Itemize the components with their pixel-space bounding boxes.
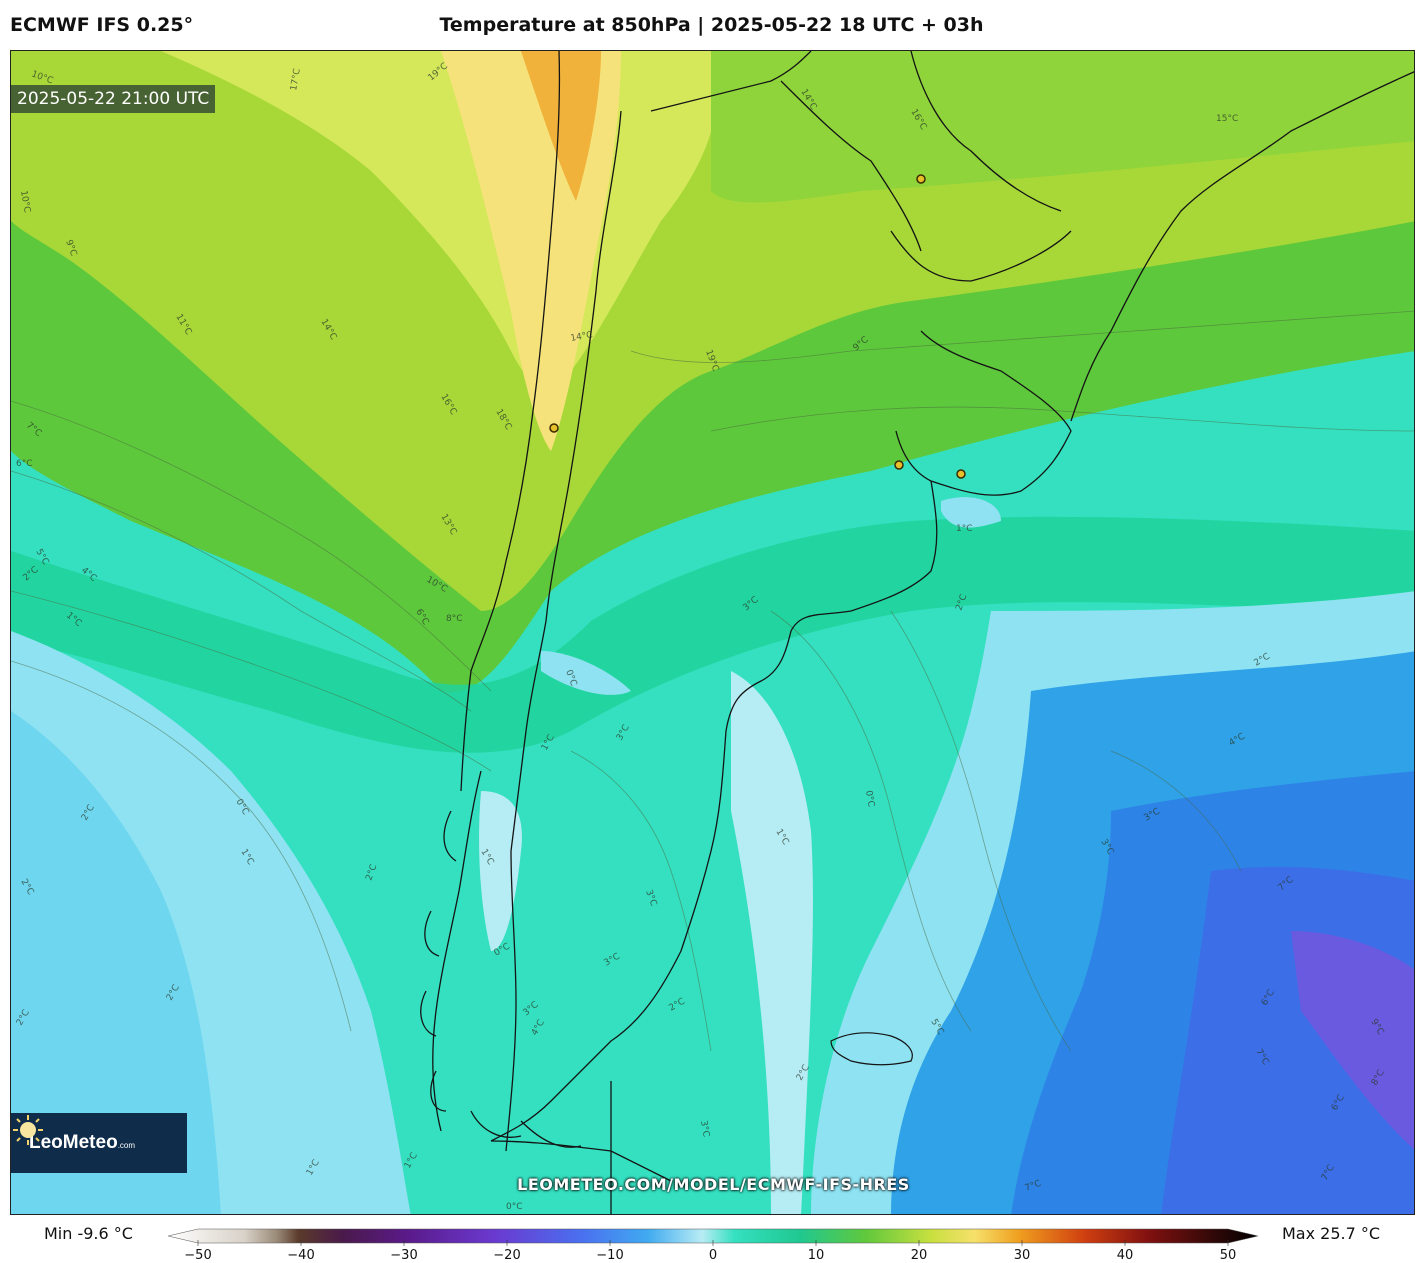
sun-icon	[13, 1115, 43, 1145]
colorbar-tick-label: −50	[184, 1248, 212, 1263]
colorbar-tick-label: −40	[287, 1248, 315, 1263]
valid-time-badge: 2025-05-22 21:00 UTC	[11, 85, 216, 113]
colorbar-tick-label: 10	[807, 1248, 825, 1263]
legend-max: Max 25.7 °C	[1282, 1224, 1381, 1243]
colorbar	[168, 1228, 1258, 1246]
leometeo-logo[interactable]: LeoMeteo.com	[11, 1113, 187, 1173]
colorbar-tick-label: 20	[910, 1248, 928, 1263]
chart-title: Temperature at 850hPa | 2025-05-22 18 UT…	[439, 14, 984, 36]
model-name: ECMWF IFS 0.25°	[10, 14, 194, 36]
svg-text:17°C: 17°C	[289, 68, 303, 92]
svg-text:6°C: 6°C	[16, 459, 33, 469]
svg-text:8°C: 8°C	[446, 614, 463, 624]
colorbar-tick-label: −30	[390, 1248, 418, 1263]
colorbar-tick-label: 0	[708, 1248, 718, 1263]
colorbar-tick-label: −10	[596, 1248, 624, 1263]
svg-text:0°C: 0°C	[506, 1202, 523, 1212]
city-markers	[549, 174, 966, 479]
svg-text:0°C: 0°C	[863, 790, 876, 808]
logo-text: LeoMeteo.com	[29, 1132, 136, 1153]
colorbar-tick-label: 50	[1219, 1248, 1237, 1263]
legend-min: Min -9.6 °C	[44, 1224, 133, 1243]
temperature-map[interactable]: 10°C 17°C 19°C 14°C 16°C 14°C 16°C 15°C …	[10, 50, 1415, 1215]
svg-text:15°C: 15°C	[1216, 114, 1238, 124]
svg-text:14°C: 14°C	[570, 330, 594, 344]
svg-text:1°C: 1°C	[956, 524, 973, 534]
map-canvas: 10°C 17°C 19°C 14°C 16°C 14°C 16°C 15°C …	[11, 51, 1414, 1214]
svg-text:3°C: 3°C	[698, 1120, 711, 1138]
colorbar-tick-label: −20	[493, 1248, 521, 1263]
svg-text:10°C: 10°C	[18, 190, 32, 214]
colorbar-tick-label: 30	[1013, 1248, 1031, 1263]
watermark-url: LEOMETEO.COM/MODEL/ECMWF-IFS-HRES	[517, 1175, 910, 1194]
colorbar-tick-label: 40	[1116, 1248, 1134, 1263]
